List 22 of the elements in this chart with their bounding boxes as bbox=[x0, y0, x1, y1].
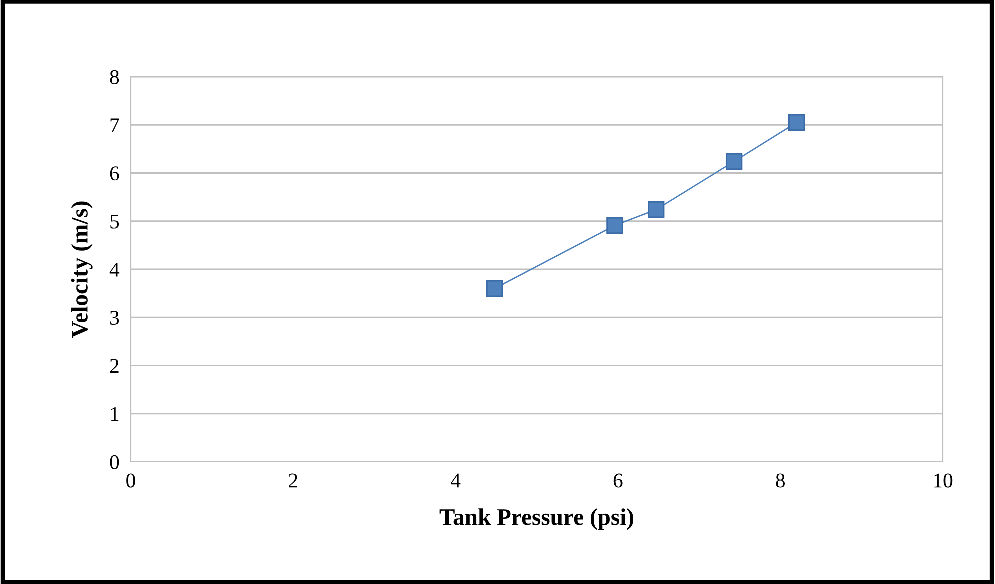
point bbox=[648, 201, 665, 218]
x-axis-title: Tank Pressure (psi) bbox=[440, 508, 634, 530]
y-tick-label: 2 bbox=[110, 359, 119, 373]
y-tick-label: 6 bbox=[110, 166, 120, 181]
point bbox=[788, 114, 806, 132]
y-axis-title: Velocity (m/s) bbox=[71, 202, 93, 338]
y-tick-label: 4 bbox=[110, 263, 120, 277]
x-tick-label: 10 bbox=[934, 474, 953, 488]
y-tick-label: 1 bbox=[111, 407, 119, 422]
x-tick-label: 8 bbox=[776, 474, 786, 488]
x-tick-label: 6 bbox=[614, 474, 623, 488]
x-tick-label: 4 bbox=[451, 474, 461, 488]
y-tick-label: 7 bbox=[110, 118, 120, 132]
y-tick-label: 5 bbox=[110, 214, 120, 229]
y-tick-label: 8 bbox=[110, 70, 120, 84]
x-tick-label: 0 bbox=[126, 474, 136, 488]
x-tick-label: 2 bbox=[289, 474, 298, 488]
point bbox=[606, 217, 624, 234]
y-tick-label: 0 bbox=[110, 455, 120, 470]
y-tick-label: 3 bbox=[110, 311, 120, 326]
point bbox=[726, 153, 743, 170]
point bbox=[486, 280, 504, 298]
